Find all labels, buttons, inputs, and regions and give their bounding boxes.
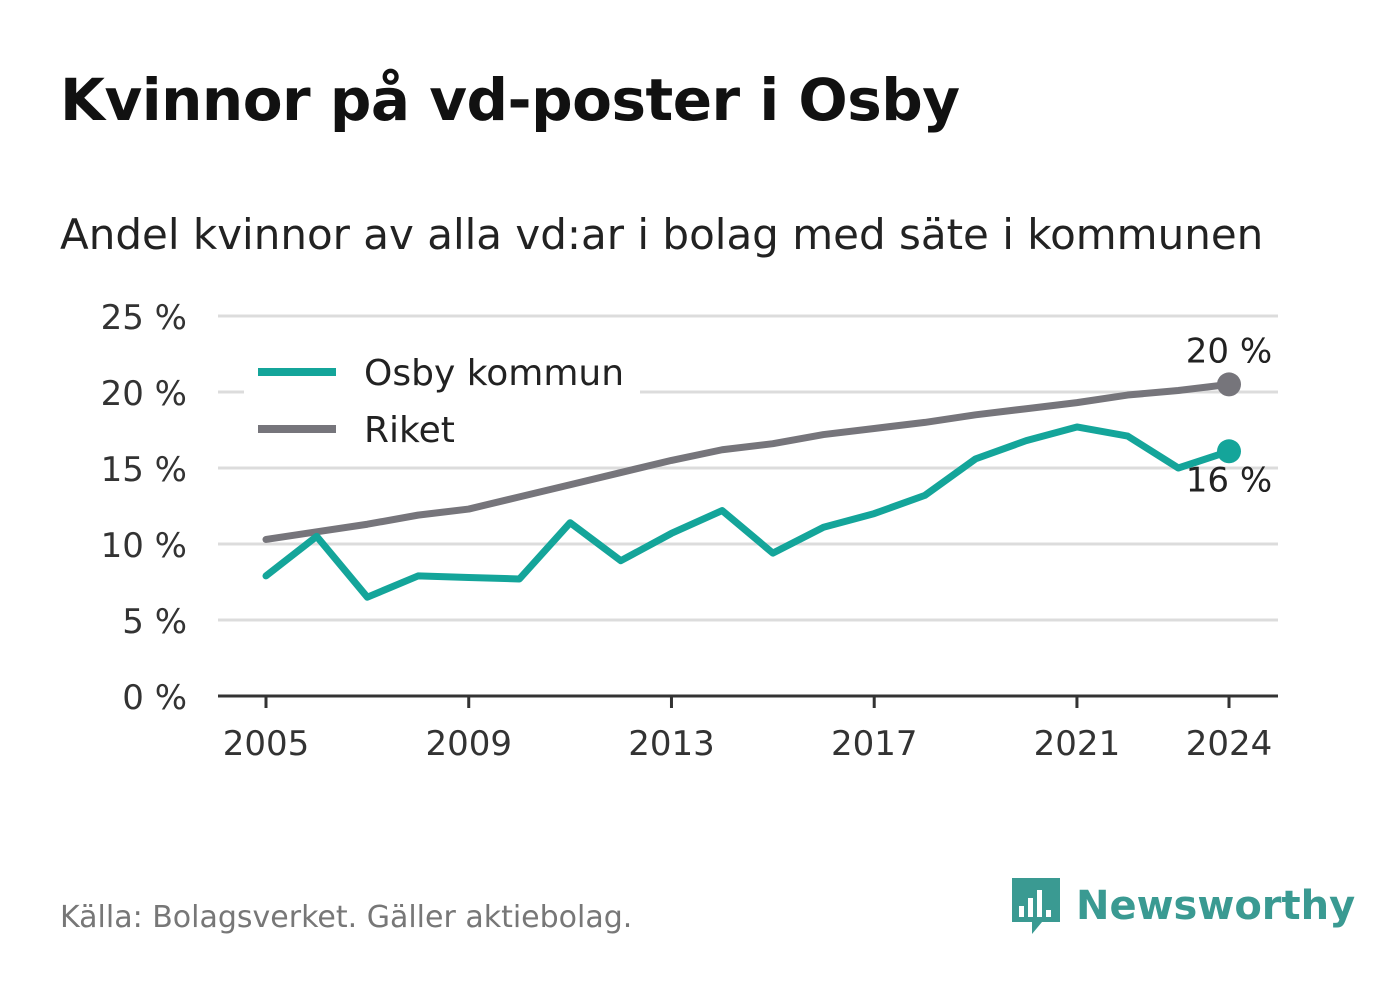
x-tick-label: 2009 (425, 724, 512, 764)
y-tick-label: 20 % (101, 374, 187, 414)
y-tick-label: 15 % (101, 450, 187, 490)
chart-title: Kvinnor på vd-poster i Osby (60, 66, 960, 134)
legend-label: Osby kommun (364, 353, 624, 394)
end-label-osby: 16 % (1186, 460, 1272, 500)
series-line-riket (262, 380, 1233, 543)
legend-background (244, 346, 640, 458)
source-note: Källa: Bolagsverket. Gäller aktiebolag. (60, 900, 633, 935)
x-tick-label: 2005 (223, 724, 310, 764)
legend: Osby kommun Riket (244, 346, 640, 458)
x-tick-label: 2021 (1034, 724, 1121, 764)
axes: 0 % 5 % 10 % 15 % 20 % 25 % 2005 2009 2013 2017 20… (101, 298, 1278, 764)
end-labels: 20 % 16 % (1186, 331, 1272, 500)
brand-name: Newsworthy (1076, 883, 1356, 929)
series-line-osby (262, 423, 1233, 601)
newsworthy-logo-icon (1012, 878, 1060, 934)
y-tick-label: 10 % (101, 526, 187, 566)
series-end-point (1217, 372, 1241, 397)
y-tick-label: 0 % (122, 678, 187, 718)
x-tick-label: 2013 (628, 724, 715, 764)
series-end-point (1217, 439, 1241, 464)
x-tick-label: 2024 (1186, 724, 1273, 764)
end-label-riket: 20 % (1186, 331, 1272, 371)
chart-subtitle: Andel kvinnor av alla vd:ar i bolag med … (60, 210, 1264, 259)
y-tick-label: 5 % (122, 602, 187, 642)
brand-logo: Newsworthy (1010, 876, 1355, 936)
x-tick-label: 2017 (831, 724, 918, 764)
legend-label: Riket (364, 410, 455, 451)
y-tick-label: 25 % (101, 298, 187, 338)
series-lines (262, 372, 1241, 601)
